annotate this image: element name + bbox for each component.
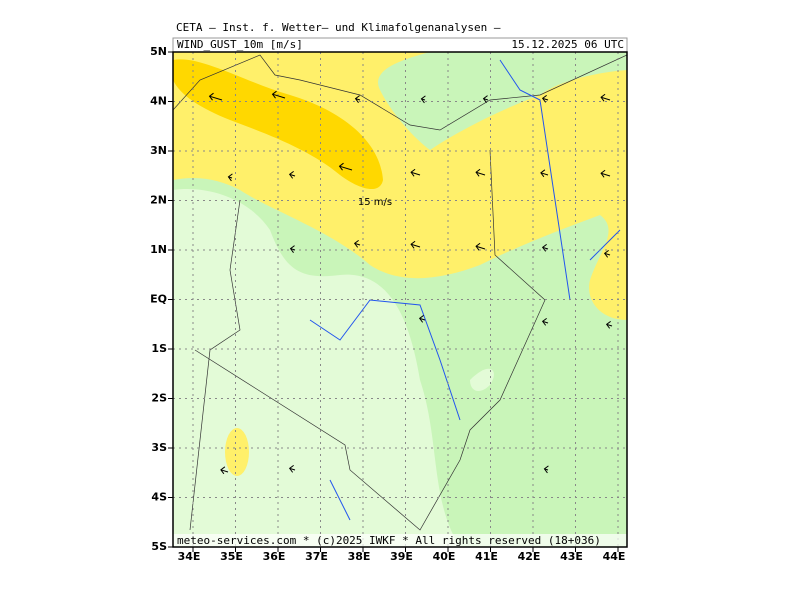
borders (173, 54, 627, 531)
valid-time: 15.12.2025 06 UTC (511, 38, 624, 51)
wind-arrow (600, 172, 611, 177)
wind-arrow (220, 469, 229, 473)
lat-label: 1S (151, 342, 167, 355)
wind-arrow-head (410, 168, 416, 177)
wind-arrow-head (410, 240, 416, 249)
lat-label: 4S (151, 491, 167, 504)
field-name: WIND_GUST_10m [m/s] (177, 38, 303, 51)
lon-label: 38E (348, 550, 371, 563)
wind-arrow (289, 467, 296, 471)
lon-label: 44E (603, 550, 626, 563)
wind-arrow-head (605, 320, 611, 329)
lat-label: 2N (150, 194, 167, 207)
lat-label: EQ (150, 293, 167, 306)
wind-arrow (540, 172, 549, 176)
lat-label: 5N (150, 45, 167, 58)
footer-box (173, 534, 627, 547)
lat-label: 1N (150, 243, 167, 256)
rivers (309, 59, 621, 521)
wind-arrow-head (420, 95, 426, 104)
wind-arrow-head (543, 465, 549, 474)
wind-arrow (542, 320, 549, 324)
lon-label: 34E (178, 550, 201, 563)
wind-arrow-head (541, 243, 547, 252)
header-title: CETA — Inst. f. Wetter— und Klimafolgena… (176, 21, 501, 34)
wind-arrow-head (353, 239, 359, 248)
wind-arrow-head (227, 173, 233, 182)
map-frame (172, 51, 628, 548)
wind-arrow (475, 245, 486, 250)
lon-label: 42E (518, 550, 541, 563)
wind-arrow-head (475, 242, 481, 251)
contour-label: 15 m/s (358, 197, 392, 208)
lat-label: 4N (150, 95, 167, 108)
lat-label: 3N (150, 144, 167, 157)
wind-arrow (419, 317, 426, 321)
wind-arrow-head (600, 169, 606, 178)
wind-arrow-head (540, 169, 546, 178)
wind-arrow-head (475, 168, 481, 177)
graticule (168, 51, 627, 552)
shade-base (378, 52, 627, 150)
shade-light (470, 368, 494, 392)
wind-arrow (410, 243, 421, 248)
wind-arrow (475, 171, 486, 176)
wind-arrow-head (338, 162, 344, 171)
wind-arrow-head (482, 95, 488, 103)
wind-arrow-head (541, 94, 547, 103)
wind-arrow (606, 323, 613, 327)
lon-label: 35E (220, 550, 243, 563)
lon-label: 41E (475, 550, 498, 563)
lat-label: 5S (151, 540, 167, 553)
wind-arrow-head (354, 95, 360, 103)
wind-arrow-head (271, 90, 277, 99)
lon-label: 40E (433, 550, 456, 563)
wind-arrow (339, 165, 353, 171)
lon-label: 36E (263, 550, 286, 563)
wind-arrow-head (289, 245, 295, 253)
wind-arrow (410, 171, 421, 176)
wind-arrows (208, 90, 613, 475)
wind-arrow (600, 96, 611, 101)
wind-arrow (272, 93, 286, 99)
wind-arrow-head (418, 314, 424, 323)
wind-arrow (209, 95, 223, 101)
wind-arrow-head (220, 466, 226, 475)
wind-arrow-head (288, 464, 294, 473)
lat-label: 3S (151, 441, 167, 454)
wind-arrow (542, 97, 549, 101)
wind-arrow-head (208, 92, 214, 101)
wind-arrow-head (541, 317, 547, 326)
wind-arrow-head (603, 249, 609, 258)
shade-yellow (225, 428, 249, 476)
wind-arrow (354, 242, 361, 246)
wind-arrow-head (288, 170, 294, 179)
lon-label: 43E (560, 550, 583, 563)
lon-label: 37E (305, 550, 328, 563)
lon-label: 39E (390, 550, 413, 563)
lat-label: 2S (151, 392, 167, 405)
wind-arrow (289, 173, 296, 177)
wind-arrow (604, 252, 611, 256)
footer: meteo-services.com * (c)2025 IWKF * All … (177, 534, 601, 547)
wind-arrow-head (600, 93, 606, 102)
wind-arrow (542, 246, 549, 250)
